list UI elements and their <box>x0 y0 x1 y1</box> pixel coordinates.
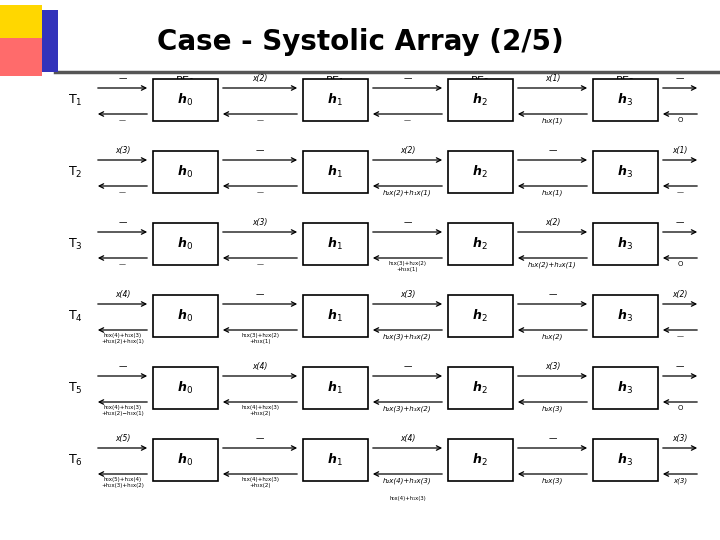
Text: —: — <box>256 434 264 443</box>
Text: T$_1$: T$_1$ <box>68 92 82 107</box>
Text: O: O <box>678 261 683 267</box>
Bar <box>448 79 513 121</box>
Text: —: — <box>256 117 264 123</box>
Text: T$_5$: T$_5$ <box>68 381 82 395</box>
Text: —: — <box>256 189 264 195</box>
Text: x(3): x(3) <box>545 362 560 371</box>
Text: —: — <box>403 218 412 227</box>
Text: h₁x(2): h₁x(2) <box>542 333 563 340</box>
Bar <box>593 367 658 409</box>
Text: x(1): x(1) <box>672 146 688 155</box>
Text: x(4): x(4) <box>252 362 268 371</box>
Text: h$_2$: h$_2$ <box>472 308 488 324</box>
Bar <box>303 367 368 409</box>
Text: x(4): x(4) <box>114 290 130 299</box>
Text: O: O <box>678 405 683 411</box>
Text: h₀x(5)+h₁x(4)
+h₂x(3)+h₃x(2): h₀x(5)+h₁x(4) +h₂x(3)+h₃x(2) <box>101 477 144 488</box>
Bar <box>0 38 42 76</box>
Text: h₁x(3)+h₂x(2)
+h₃x(1): h₁x(3)+h₂x(2) +h₃x(1) <box>389 261 426 272</box>
Text: T$_2$: T$_2$ <box>68 165 82 179</box>
Text: —: — <box>676 218 684 227</box>
Text: h$_2$: h$_2$ <box>472 236 488 252</box>
Text: h₁x(2)+h₂x(1): h₁x(2)+h₂x(1) <box>528 261 577 267</box>
Text: x(2): x(2) <box>545 218 560 227</box>
Text: h₂x(3)+h₃x(2): h₂x(3)+h₃x(2) <box>383 333 432 340</box>
Text: h$_0$: h$_0$ <box>177 236 193 252</box>
Text: —: — <box>256 146 264 155</box>
Bar <box>30 10 58 72</box>
Bar <box>303 223 368 265</box>
Text: h$_1$: h$_1$ <box>327 380 343 396</box>
Bar <box>153 367 218 409</box>
Text: x(3): x(3) <box>400 290 415 299</box>
Text: T$_3$: T$_3$ <box>68 237 82 252</box>
Text: x(2): x(2) <box>400 146 415 155</box>
Bar <box>0 5 42 47</box>
Bar <box>303 439 368 481</box>
Text: h₁x(4)+h₂x(3)
+h₃x(2): h₁x(4)+h₂x(3) +h₃x(2) <box>241 477 279 488</box>
Text: h$_1$: h$_1$ <box>327 236 343 252</box>
Text: —: — <box>119 261 126 267</box>
Text: T$_6$: T$_6$ <box>68 453 82 468</box>
Bar <box>448 151 513 193</box>
Text: h$_2$: h$_2$ <box>472 164 488 180</box>
Text: h$_1$: h$_1$ <box>327 92 343 108</box>
Bar <box>593 295 658 337</box>
Bar <box>153 439 218 481</box>
Text: h$_3$: h$_3$ <box>617 380 633 396</box>
Text: h$_2$: h$_2$ <box>472 380 488 396</box>
Text: x(3): x(3) <box>252 218 268 227</box>
Bar <box>448 439 513 481</box>
Text: PE$_0$: PE$_0$ <box>175 74 195 88</box>
Text: h₁x(1): h₁x(1) <box>542 189 563 195</box>
Text: —: — <box>119 117 126 123</box>
Text: h$_0$: h$_0$ <box>177 452 193 468</box>
Text: h$_3$: h$_3$ <box>617 452 633 468</box>
Text: h$_1$: h$_1$ <box>327 164 343 180</box>
Text: —: — <box>676 362 684 371</box>
Bar <box>153 223 218 265</box>
Text: h$_0$: h$_0$ <box>177 92 193 108</box>
Text: h₀x(4)+h₁x(3)
+h₂x(2)+h₃x(1): h₀x(4)+h₁x(3) +h₂x(2)+h₃x(1) <box>101 333 144 344</box>
Bar <box>153 151 218 193</box>
Text: x(4): x(4) <box>400 434 415 443</box>
Text: h$_0$: h$_0$ <box>177 308 193 324</box>
Text: —: — <box>404 117 411 123</box>
Text: —: — <box>256 290 264 299</box>
Text: h₀x(4)+h₁x(3)
+h₂x(2)−h₃x(1): h₀x(4)+h₁x(3) +h₂x(2)−h₃x(1) <box>101 405 144 416</box>
Text: —: — <box>549 146 557 155</box>
Bar <box>593 79 658 121</box>
Text: —: — <box>677 333 683 339</box>
Text: h₃x(1): h₃x(1) <box>542 117 563 124</box>
Text: h₁x(4)+h₂x(3)
+h₃x(2): h₁x(4)+h₂x(3) +h₃x(2) <box>241 405 279 416</box>
Text: —: — <box>549 434 557 443</box>
Bar <box>153 79 218 121</box>
Text: —: — <box>403 74 412 83</box>
Text: h₀x(4)+h₁x(3): h₀x(4)+h₁x(3) <box>389 496 426 501</box>
Text: —: — <box>549 290 557 299</box>
Text: h$_1$: h$_1$ <box>327 308 343 324</box>
Text: O: O <box>678 117 683 123</box>
Text: h₂x(3): h₂x(3) <box>542 405 563 411</box>
Text: —: — <box>676 74 684 83</box>
Text: PE$_2$: PE$_2$ <box>470 74 490 88</box>
Text: h$_3$: h$_3$ <box>617 308 633 324</box>
Bar <box>153 295 218 337</box>
Bar <box>448 295 513 337</box>
Bar <box>593 223 658 265</box>
Text: —: — <box>256 261 264 267</box>
Text: h$_2$: h$_2$ <box>472 92 488 108</box>
Text: —: — <box>677 189 683 195</box>
Text: h₁x(3)+h₂x(2)
+h₃x(1): h₁x(3)+h₂x(2) +h₃x(1) <box>241 333 279 344</box>
Text: —: — <box>118 362 127 371</box>
Bar <box>593 439 658 481</box>
Text: h$_0$: h$_0$ <box>177 380 193 396</box>
Text: h$_3$: h$_3$ <box>617 164 633 180</box>
Text: h$_3$: h$_3$ <box>617 92 633 108</box>
Text: —: — <box>118 218 127 227</box>
Bar <box>448 223 513 265</box>
Text: x(3): x(3) <box>672 434 688 443</box>
Text: h$_2$: h$_2$ <box>472 452 488 468</box>
Text: x(3): x(3) <box>673 477 687 483</box>
Text: PE$_1$: PE$_1$ <box>325 74 345 88</box>
